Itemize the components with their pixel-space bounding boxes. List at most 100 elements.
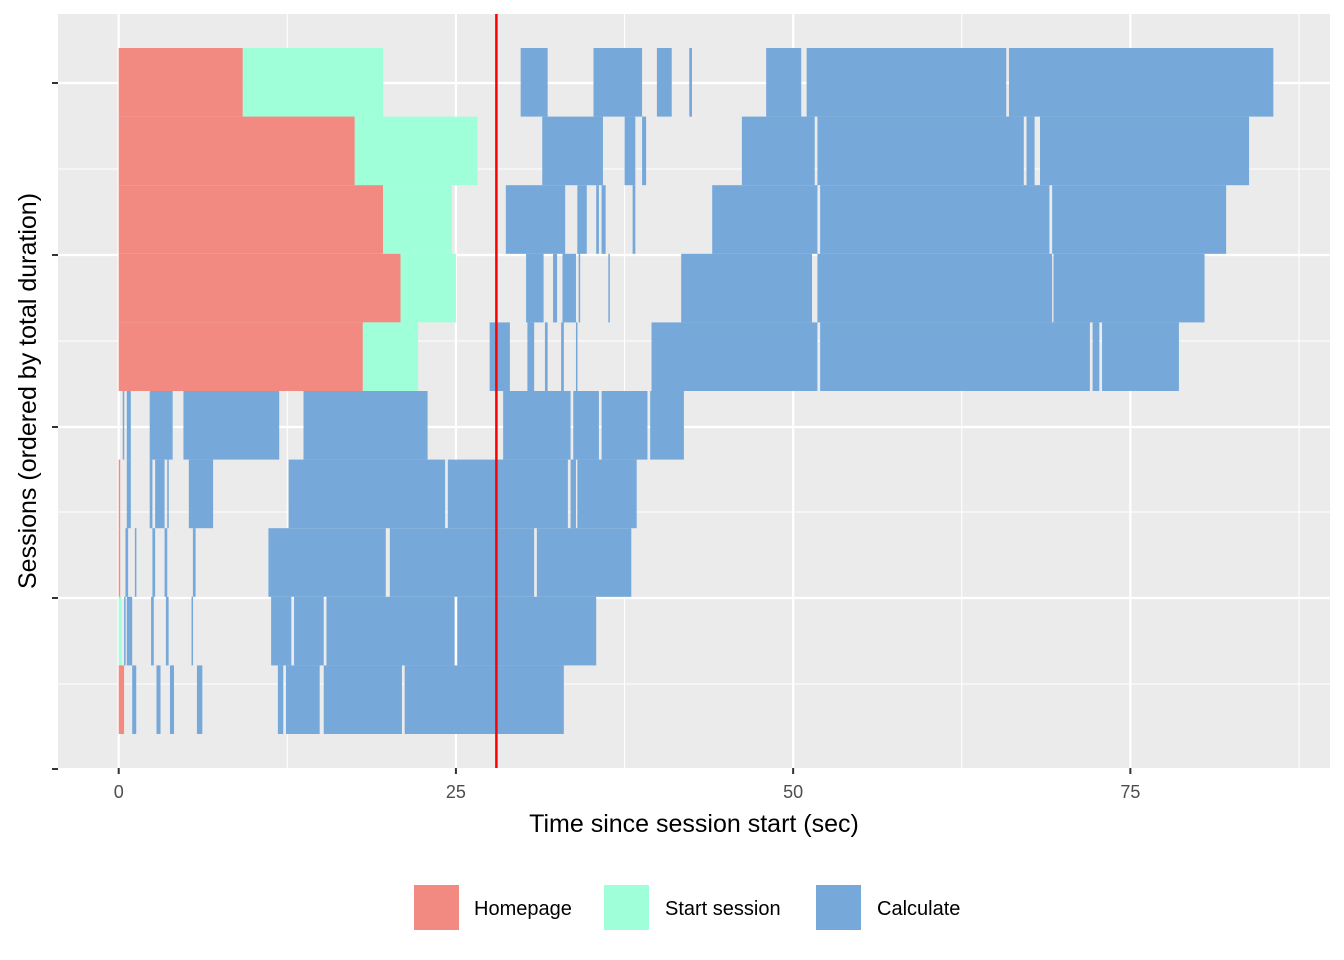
calculate-bar bbox=[577, 185, 587, 254]
calculate-bar bbox=[164, 528, 168, 597]
calculate-bar bbox=[712, 185, 818, 254]
calculate-bar bbox=[650, 391, 684, 460]
x-tick-label: 75 bbox=[1120, 782, 1140, 802]
calculate-bar bbox=[132, 665, 137, 734]
calculate-bar bbox=[151, 596, 154, 666]
calculate-bar bbox=[1026, 116, 1035, 186]
calculate-bar bbox=[577, 459, 637, 529]
calculate-bar bbox=[642, 116, 647, 186]
calculate-bar bbox=[447, 459, 568, 529]
x-tick-label: 50 bbox=[783, 782, 803, 802]
calculate-bar bbox=[288, 459, 446, 529]
calculate-bar bbox=[601, 391, 648, 460]
calculate-bar bbox=[681, 253, 813, 323]
calculate-bar bbox=[553, 253, 558, 323]
x-tick-label: 25 bbox=[446, 782, 466, 802]
calculate-bar bbox=[323, 665, 402, 734]
y-axis-ticks bbox=[52, 82, 58, 770]
calculate-bar bbox=[191, 596, 194, 666]
calculate-bar bbox=[196, 665, 203, 734]
calculate-bar bbox=[593, 48, 643, 117]
start-bar bbox=[400, 253, 456, 323]
start-bar bbox=[354, 116, 478, 186]
calculate-bar bbox=[1008, 48, 1274, 117]
calculate-bar bbox=[573, 391, 599, 460]
calculate-bar bbox=[192, 528, 196, 597]
calculate-bar bbox=[527, 322, 535, 391]
calculate-bar bbox=[326, 596, 455, 666]
calculate-bar bbox=[562, 253, 576, 323]
calculate-bar bbox=[124, 596, 126, 666]
legend: Homepage Start session Calculate bbox=[414, 885, 960, 930]
homepage-bar bbox=[118, 322, 363, 391]
start-bar bbox=[383, 185, 452, 254]
calculate-bar bbox=[505, 185, 566, 254]
homepage-bar bbox=[118, 528, 121, 597]
start-legend-label: Start session bbox=[665, 898, 781, 920]
calculate-bar bbox=[806, 48, 1007, 117]
homepage-bar bbox=[118, 253, 401, 323]
calculate-bar bbox=[126, 459, 131, 529]
calculate-bar bbox=[656, 48, 672, 117]
calculate-bar bbox=[294, 596, 324, 666]
calculate-bar bbox=[601, 185, 606, 254]
calculate-bar bbox=[526, 253, 544, 323]
homepage-bar bbox=[118, 48, 243, 117]
calculate-bar bbox=[122, 391, 125, 460]
calculate-bar bbox=[608, 253, 610, 323]
calculate-bar bbox=[624, 116, 636, 186]
homepage-bar bbox=[118, 116, 355, 186]
calculate-bar bbox=[596, 185, 599, 254]
x-axis-title: Time since session start (sec) bbox=[529, 810, 859, 838]
calculate-bar bbox=[1053, 253, 1205, 323]
calculate-bar bbox=[152, 528, 156, 597]
calculate-bar bbox=[277, 665, 284, 734]
calculate-bar bbox=[134, 528, 137, 597]
start-legend-swatch bbox=[604, 885, 649, 930]
calculate-bar bbox=[268, 528, 386, 597]
calculate-bar bbox=[817, 253, 1053, 323]
x-tick-label: 0 bbox=[114, 782, 124, 802]
start-bar bbox=[118, 596, 122, 666]
calculate-bar bbox=[183, 391, 280, 460]
calculate-bar bbox=[1052, 185, 1227, 254]
calculate-bar bbox=[126, 391, 131, 460]
calculate-bar bbox=[389, 528, 535, 597]
calculate-legend-swatch bbox=[816, 885, 861, 930]
calculate-bar bbox=[536, 528, 632, 597]
calculate-bar bbox=[741, 116, 815, 186]
calculate-bar bbox=[651, 322, 818, 391]
calculate-bar bbox=[817, 116, 1024, 186]
calculate-legend-label: Calculate bbox=[877, 898, 960, 920]
homepage-bar bbox=[118, 459, 121, 529]
calculate-bar bbox=[167, 459, 169, 529]
calculate-bar bbox=[820, 185, 1050, 254]
calculate-bar bbox=[575, 322, 578, 391]
calculate-bar bbox=[1039, 116, 1250, 186]
calculate-bar bbox=[561, 322, 564, 391]
homepage-bar bbox=[118, 665, 125, 734]
calculate-bar bbox=[149, 459, 153, 529]
start-bar bbox=[242, 48, 384, 117]
calculate-bar bbox=[503, 391, 571, 460]
start-bar bbox=[362, 322, 419, 391]
calculate-bar bbox=[271, 596, 292, 666]
calculate-bar bbox=[544, 322, 548, 391]
calculate-bar bbox=[542, 116, 603, 186]
calculate-bar bbox=[766, 48, 802, 117]
calculate-bar bbox=[820, 322, 1090, 391]
calculate-bar bbox=[156, 665, 161, 734]
session-bars bbox=[118, 48, 1274, 734]
calculate-bar bbox=[1102, 322, 1179, 391]
y-axis-title: Sessions (ordered by total duration) bbox=[14, 193, 42, 589]
calculate-bar bbox=[689, 48, 692, 117]
calculate-bar bbox=[165, 596, 169, 666]
x-axis-ticks: 0 25 50 75 bbox=[114, 768, 1140, 802]
calculate-bar bbox=[520, 48, 548, 117]
calculate-bar bbox=[570, 459, 576, 529]
calculate-bar bbox=[125, 528, 129, 597]
calculate-bar bbox=[126, 596, 133, 666]
calculate-bar bbox=[489, 322, 510, 391]
calculate-bar bbox=[303, 391, 428, 460]
